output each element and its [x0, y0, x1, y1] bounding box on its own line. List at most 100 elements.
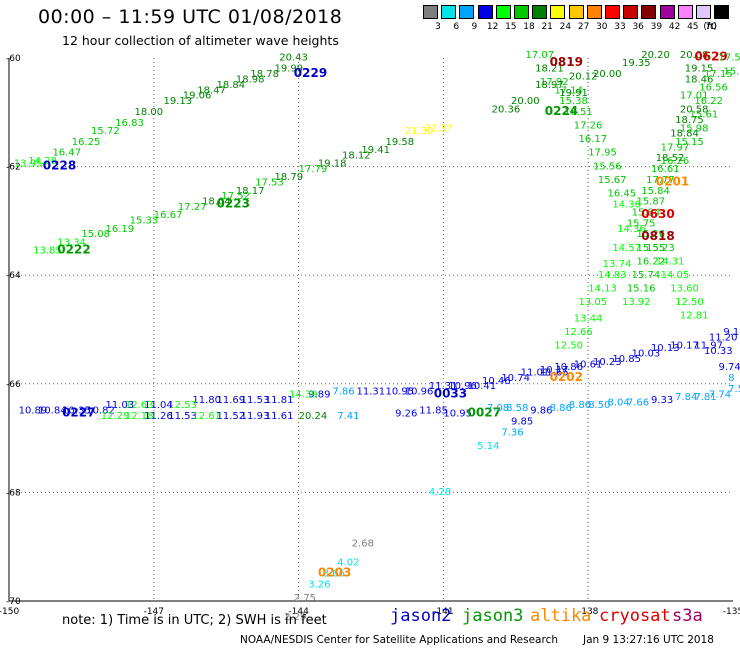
pass-label: 0202	[550, 370, 583, 384]
y-tick-label: -66	[6, 380, 21, 390]
wave-height-label: 7.36	[501, 427, 523, 438]
wave-height-label: 20.00	[593, 69, 622, 80]
wave-height-label: 20.20	[641, 50, 670, 61]
wave-height-label: 11.97	[694, 341, 723, 352]
wave-height-label: 11.03	[106, 400, 135, 411]
wave-height-label: 19.41	[361, 145, 390, 156]
wave-height-label: 15.8	[723, 66, 740, 77]
wave-height-label: 15.26	[636, 229, 665, 240]
wave-height-label: 17.77	[646, 175, 675, 186]
pass-label: 0203	[318, 566, 351, 580]
wave-height-label: 9.89	[308, 389, 330, 400]
wave-height-label: 17.52	[221, 191, 250, 202]
scale-swatch	[477, 5, 493, 19]
wave-height-label: 8.50	[588, 400, 610, 411]
chart-title: 00:00 – 11:59 UTC 01/08/2018	[38, 6, 343, 28]
wave-height-label: 17.95	[588, 148, 617, 159]
chart-subtitle: 12 hour collection of altimeter wave hei…	[62, 33, 339, 48]
wave-height-label: 14.05	[661, 270, 690, 281]
wave-height-label: 11.52	[217, 411, 246, 422]
wave-height-label: 16.67	[154, 210, 183, 221]
wave-height-label: 11.01	[521, 368, 550, 379]
wave-height-label: 7.84	[675, 392, 697, 403]
wave-height-label: 7.08	[487, 403, 509, 414]
wave-height-label: 15.55	[636, 243, 665, 254]
wave-height-label: 15.08	[81, 229, 110, 240]
y-tick-label: -70	[6, 597, 21, 607]
scale-label: 27	[577, 22, 590, 32]
wave-height-label: 15.38	[559, 96, 588, 107]
scale-label: 70	[705, 22, 717, 32]
wave-height-label: 15.84	[632, 207, 661, 218]
wave-height-label: 19.15	[685, 64, 714, 75]
data-labels: 20.4319.9918.7818.9818.8418.4719.0619.13…	[14, 50, 740, 623]
wave-height-label: 16.25	[72, 137, 101, 148]
wave-height-label: 15.61	[690, 110, 719, 121]
wave-height-label: 7.81	[694, 392, 716, 403]
wave-height-label: 10.46	[482, 376, 511, 387]
pass-label: 0227	[62, 405, 95, 419]
pass-label: 0228	[43, 158, 76, 172]
wave-height-label: 17.01	[680, 91, 709, 102]
wave-height-label: 7.86	[332, 387, 354, 398]
pass-label: 0819	[550, 55, 583, 69]
wave-height-label: 8	[728, 373, 734, 384]
scale-label: 36	[632, 22, 644, 32]
wave-height-label: 18.98	[236, 74, 265, 85]
wave-height-label: 16.61	[651, 164, 680, 175]
wave-height-label: 13.05	[579, 297, 608, 308]
wave-height-label: 12.50	[554, 341, 583, 352]
footer-updated: Jan 9 13:27:16 UTC 2018	[583, 634, 714, 646]
wave-height-label: 13.92	[622, 297, 651, 308]
wave-height-label: 11.85	[419, 406, 448, 417]
wave-height-label: 13.85	[33, 245, 62, 256]
scale-swatch	[568, 5, 584, 19]
wave-height-label: 8.86	[569, 400, 591, 411]
wave-height-label: 12.50	[675, 297, 704, 308]
wave-height-label: 3.26	[308, 579, 330, 590]
wave-height-label: 9.74	[719, 362, 740, 373]
wave-height-label: 10.84	[38, 406, 67, 417]
wave-height-label: 18.84	[217, 80, 246, 91]
wave-height-label: 11.81	[265, 395, 294, 406]
wave-height-label: 22.37	[424, 123, 453, 134]
wave-height-label: 18.52	[656, 153, 685, 164]
pass-label: 0033	[434, 386, 467, 400]
pass-label: 0201	[656, 175, 689, 189]
scale-swatch	[641, 5, 657, 19]
x-tick-label: -141	[433, 607, 453, 617]
wave-height-label: 15.33	[130, 216, 159, 227]
wave-height-label: 17.07	[525, 50, 554, 61]
scale-label: 33	[614, 22, 626, 32]
wave-height-label: 18.84	[670, 129, 699, 140]
wave-height-label: 20.24	[299, 411, 328, 422]
scale-label: 45	[687, 22, 699, 32]
pass-label: 0629	[694, 50, 727, 64]
wave-height-label: 20.12	[569, 72, 598, 83]
wave-height-label: 14.13	[588, 283, 617, 294]
wave-height-label: 18.97	[535, 80, 564, 91]
wave-height-label: 18.00	[134, 107, 163, 118]
wave-height-label: 15.75	[627, 218, 656, 229]
x-tick-label: -138	[578, 607, 599, 617]
scale-label: 42	[668, 22, 681, 32]
y-tick-label: -68	[6, 488, 21, 498]
wave-height-label: 11.31	[357, 387, 386, 398]
scale-swatch	[550, 5, 566, 19]
scale-swatch	[586, 5, 602, 19]
wave-height-label: 20.08	[680, 50, 709, 61]
wave-height-label: 15.87	[636, 197, 665, 208]
wave-height-label: 10.89	[19, 406, 48, 417]
scale-swatch	[696, 5, 711, 19]
wave-height-label: 10.17	[670, 341, 699, 352]
scale-label: 39	[650, 22, 663, 32]
wave-height-label: 16.17	[579, 134, 608, 145]
wave-height-label: 16.22	[694, 96, 723, 107]
wave-height-label: 10.74	[501, 373, 530, 384]
wave-height-label: 15.16	[627, 283, 656, 294]
wave-height-label: 16.26	[661, 156, 690, 167]
wave-height-label: 12.18	[125, 411, 154, 422]
scale-label: 6	[453, 22, 460, 32]
pass-label: 0027	[468, 405, 501, 419]
wave-height-label: 13.34	[57, 237, 86, 248]
